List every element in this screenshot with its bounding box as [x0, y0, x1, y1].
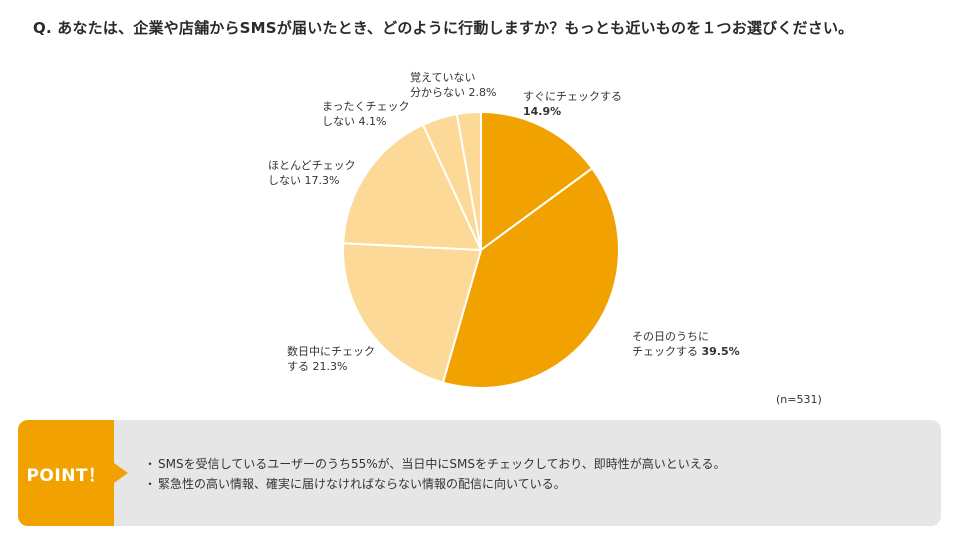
point-list: ・ SMSを受信しているユーザーのうち55%が、当日中にSMSをチェックしており、…	[144, 454, 725, 494]
slice-label-line: しない	[322, 115, 355, 128]
bullet-icon: ・	[144, 477, 157, 491]
slice-label-line: する	[287, 360, 309, 373]
point-item-text: SMSを受信しているユーザーのうち55%が、当日中にSMSをチェックしており、即…	[158, 457, 726, 471]
point-panel: POINT！ ・ SMSを受信しているユーザーのうち55%が、当日中にSMSをチェ…	[18, 420, 941, 526]
point-item: ・ SMSを受信しているユーザーのうち55%が、当日中にSMSをチェックしており、…	[144, 454, 725, 474]
slice-label-line: 覚えていない	[410, 71, 476, 84]
slice-label-rarely-check: ほとんどチェック しない 17.3%	[268, 158, 356, 188]
point-badge-text: POINT！	[26, 465, 106, 486]
point-badge: POINT！	[18, 420, 114, 526]
point-item: ・緊急性の高い情報、確実に届けなければならない情報の配信に向いている。	[144, 474, 725, 494]
point-arrow-icon	[114, 463, 128, 483]
point-item-text: 緊急性の高い情報、確実に届けなければならない情報の配信に向いている。	[158, 477, 566, 491]
slice-dont-remember	[455, 110, 482, 251]
slice-label-check-immediately: すぐにチェックする 14.9%	[523, 89, 622, 119]
slice-label-line: すぐにチェックする	[523, 90, 622, 103]
question-title: Q. あなたは、企業や店舗からSMSが届いたとき、どのように行動しますか？もっと…	[33, 19, 854, 37]
slice-label-never-check: まったくチェック しない 4.1%	[322, 99, 410, 129]
slice-label-line: 数日中にチェック	[287, 345, 375, 358]
slice-value: 2.8%	[468, 86, 497, 99]
slice-value: 21.3%	[312, 360, 348, 373]
slice-label-line: まったくチェック	[322, 100, 410, 113]
slice-rarely-check	[342, 123, 482, 251]
slice-label-dont-remember: 覚えていない 分からない 2.8%	[410, 70, 496, 100]
slice-label-line: 分からない	[410, 86, 465, 99]
slice-label-line: その日のうちに	[632, 330, 709, 343]
slice-label-line: チェックする	[632, 345, 698, 358]
sample-size: (n=531)	[776, 393, 822, 406]
slice-label-line: ほとんどチェック	[268, 159, 356, 172]
slice-value: 4.1%	[358, 115, 387, 128]
slice-within-days	[342, 242, 482, 384]
slice-label-same-day: その日のうちに チェックする 39.5%	[632, 329, 740, 359]
slice-label-line: しない	[268, 174, 301, 187]
bullet-icon: ・	[144, 457, 157, 471]
slice-value: 17.3%	[304, 174, 340, 187]
slice-value: 39.5%	[701, 345, 740, 358]
slice-value: 14.9%	[523, 105, 562, 118]
slice-same-day	[441, 167, 620, 389]
slice-check-immediately	[480, 111, 594, 251]
slice-label-within-days: 数日中にチェック する 21.3%	[287, 344, 375, 374]
